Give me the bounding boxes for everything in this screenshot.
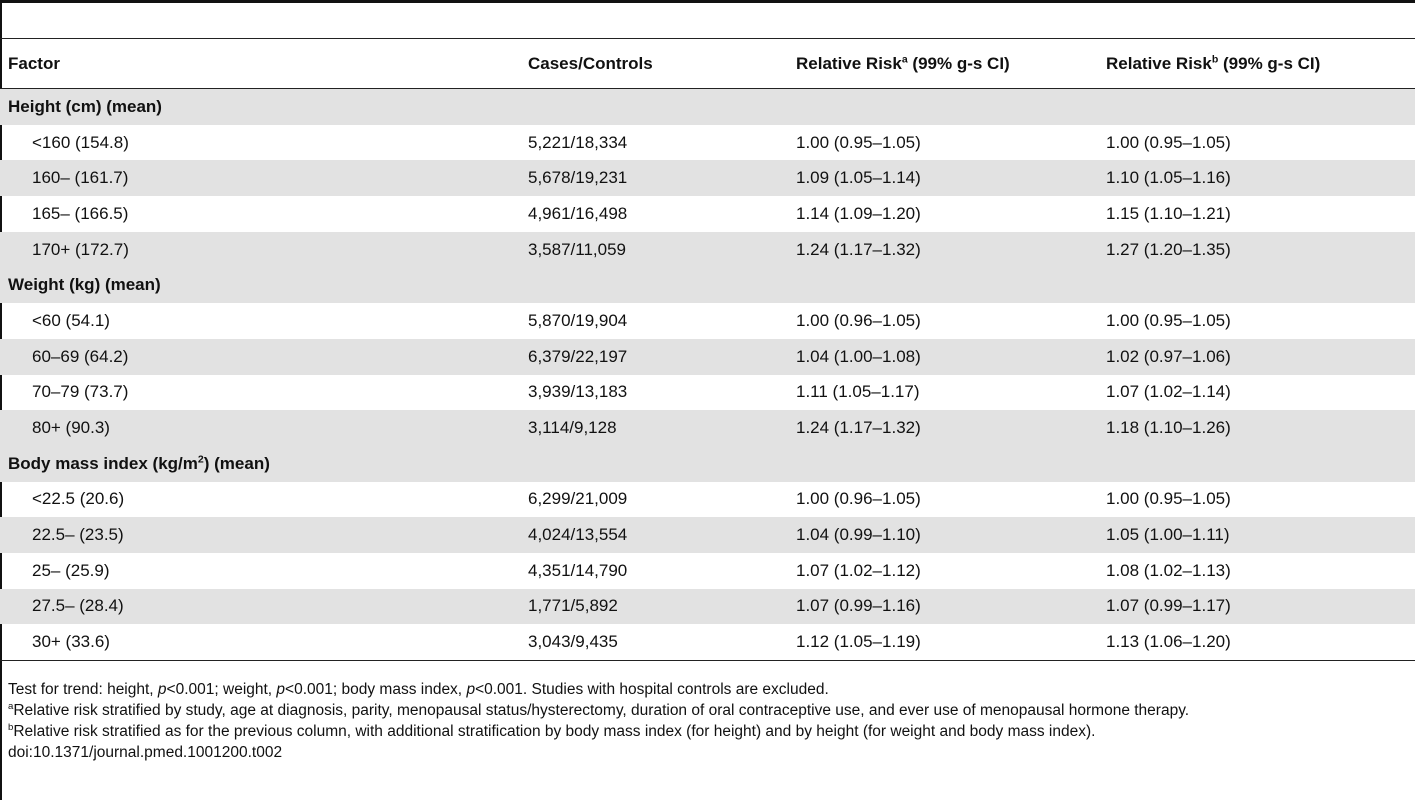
cell-factor: 27.5– (28.4) (0, 588, 520, 625)
cell-rr-a: 1.07 (1.02–1.12) (796, 560, 921, 580)
cell-factor: <60 (54.1) (32, 310, 110, 330)
cell-rr-a: 1.00 (0.96–1.05) (796, 310, 921, 330)
table-row: 22.5– (23.5) 4,024/13,554 1.04 (0.99–1.10)… (0, 517, 1415, 553)
cell-rr-a: 1.12 (1.05–1.19) (796, 632, 921, 652)
cell-cases-controls: 4,351/14,790 (528, 560, 628, 580)
footnote-trend: Test for trend: height, p<0.001; weight,… (8, 681, 829, 698)
cell-cases-controls: 4,961/16,498 (528, 203, 628, 223)
footnote-b: bRelative risk stratified as for the pre… (8, 721, 1096, 740)
cell-factor: 25– (25.9) (32, 560, 110, 580)
cell-factor: 22.5– (23.5) (0, 517, 520, 553)
table-row: 170+ (172.7) 3,587/11,059 1.24 (1.17–1.32)… (0, 231, 1415, 268)
cell-rr-b: 1.08 (1.02–1.13) (1106, 560, 1231, 580)
table-row: <60 (54.1) 5,870/19,904 1.00 (0.96–1.05) 1.… (0, 303, 1415, 339)
table-footnotes: Test for trend: height, p<0.001; weight,… (8, 679, 1413, 763)
cell-factor: <22.5 (20.6) (32, 489, 125, 509)
cell-factor: 70–79 (73.7) (32, 382, 129, 402)
cell-cases-controls: 4,024/13,554 (520, 517, 788, 553)
cell-cases-controls: 5,678/19,231 (520, 160, 788, 197)
cell-cases-controls: 3,587/11,059 (520, 231, 788, 268)
cell-rr-a: 1.04 (0.99–1.10) (788, 517, 1098, 553)
table-row: <22.5 (20.6) 6,299/21,009 1.00 (0.96–1.05)… (0, 482, 1415, 518)
header-top-rule (0, 38, 1415, 39)
data-table-wrapper: Factor Cases/Controls Relative Riska (99… (0, 39, 1415, 661)
col-header-rr-b: Relative Riskb (99% g-s CI) (1098, 39, 1415, 89)
group-label: Body mass index (kg/m2) (mean) (0, 445, 1415, 482)
cell-factor: 60–69 (64.2) (0, 338, 520, 375)
cell-factor: 80+ (90.3) (0, 410, 520, 446)
top-border (0, 0, 1415, 3)
cell-rr-b: 1.13 (1.06–1.20) (1106, 632, 1231, 652)
footnote-a: aRelative risk stratified by study, age … (8, 700, 1190, 719)
table-row: 80+ (90.3) 3,114/9,128 1.24 (1.17–1.32) 1.1… (0, 410, 1415, 446)
cell-factor: 165– (166.5) (32, 203, 129, 223)
cell-rr-a: 1.09 (1.05–1.14) (788, 160, 1098, 197)
table-row: 160– (161.7) 5,678/19,231 1.09 (1.05–1.14)… (0, 160, 1415, 197)
cell-rr-b: 1.02 (0.97–1.06) (1098, 338, 1415, 375)
doi-line: doi:10.1371/journal.pmed.1001200.t002 (8, 744, 283, 761)
col-header-rr-a: Relative Riska (99% g-s CI) (788, 39, 1098, 89)
cell-rr-a: 1.00 (0.96–1.05) (796, 489, 921, 509)
table-row: 60–69 (64.2) 6,379/22,197 1.04 (1.00–1.08)… (0, 338, 1415, 375)
cell-rr-b: 1.15 (1.10–1.21) (1106, 203, 1231, 223)
cell-rr-b: 1.27 (1.20–1.35) (1098, 231, 1415, 268)
table-body: Height (cm) (mean) <160 (154.8) 5,221/18,3… (0, 88, 1415, 661)
table-row: <160 (154.8) 5,221/18,334 1.00 (0.95–1.05)… (0, 125, 1415, 161)
table-row: 165– (166.5) 4,961/16,498 1.14 (1.09–1.20)… (0, 196, 1415, 232)
cell-factor: 170+ (172.7) (0, 231, 520, 268)
cell-rr-b: 1.00 (0.95–1.05) (1106, 310, 1231, 330)
table-row: 70–79 (73.7) 3,939/13,183 1.11 (1.05–1.17)… (0, 375, 1415, 411)
group-label: Height (cm) (mean) (0, 88, 1415, 125)
cell-factor: 30+ (33.6) (32, 632, 110, 652)
table-row: 27.5– (28.4) 1,771/5,892 1.07 (0.99–1.16) 1… (0, 588, 1415, 625)
cell-rr-a: 1.24 (1.17–1.32) (788, 410, 1098, 446)
cell-cases-controls: 3,114/9,128 (520, 410, 788, 446)
group-label: Weight (kg) (mean) (0, 267, 1415, 304)
cell-cases-controls: 3,043/9,435 (528, 632, 618, 652)
cell-rr-b: 1.07 (0.99–1.17) (1098, 588, 1415, 625)
cell-cases-controls: 3,939/13,183 (528, 382, 628, 402)
cell-rr-a: 1.00 (0.95–1.05) (796, 132, 921, 152)
cell-cases-controls: 6,299/21,009 (528, 489, 628, 509)
cell-cases-controls: 1,771/5,892 (520, 588, 788, 625)
cell-rr-a: 1.14 (1.09–1.20) (796, 203, 921, 223)
cell-rr-b: 1.18 (1.10–1.26) (1098, 410, 1415, 446)
group-header-row: Weight (kg) (mean) (0, 267, 1415, 304)
cell-rr-a: 1.07 (0.99–1.16) (788, 588, 1098, 625)
cell-rr-a: 1.11 (1.05–1.17) (796, 382, 920, 402)
cell-rr-b: 1.10 (1.05–1.16) (1098, 160, 1415, 197)
cell-rr-b: 1.05 (1.00–1.11) (1098, 517, 1415, 553)
cell-rr-b: 1.07 (1.02–1.14) (1106, 382, 1231, 402)
left-border (0, 0, 2, 800)
group-header-row: Body mass index (kg/m2) (mean) (0, 445, 1415, 482)
cell-cases-controls: 5,870/19,904 (528, 310, 628, 330)
table-row: 30+ (33.6) 3,043/9,435 1.12 (1.05–1.19) 1.1… (0, 624, 1415, 660)
cell-rr-b: 1.00 (0.95–1.05) (1106, 132, 1231, 152)
cell-factor: 160– (161.7) (0, 160, 520, 197)
cell-cases-controls: 6,379/22,197 (520, 338, 788, 375)
cell-rr-a: 1.24 (1.17–1.32) (788, 231, 1098, 268)
col-header-cases-controls: Cases/Controls (520, 39, 788, 89)
cell-rr-a: 1.04 (1.00–1.08) (788, 338, 1098, 375)
cell-factor: <160 (154.8) (32, 132, 129, 152)
cell-cases-controls: 5,221/18,334 (528, 132, 628, 152)
cell-rr-b: 1.00 (0.95–1.05) (1106, 489, 1231, 509)
table-row: 25– (25.9) 4,351/14,790 1.07 (1.02–1.12) 1.… (0, 553, 1415, 589)
header-row: Factor Cases/Controls Relative Riska (99… (0, 39, 1415, 89)
col-header-factor: Factor (0, 39, 520, 89)
data-table: Factor Cases/Controls Relative Riska (99… (0, 39, 1415, 661)
group-header-row: Height (cm) (mean) (0, 88, 1415, 125)
